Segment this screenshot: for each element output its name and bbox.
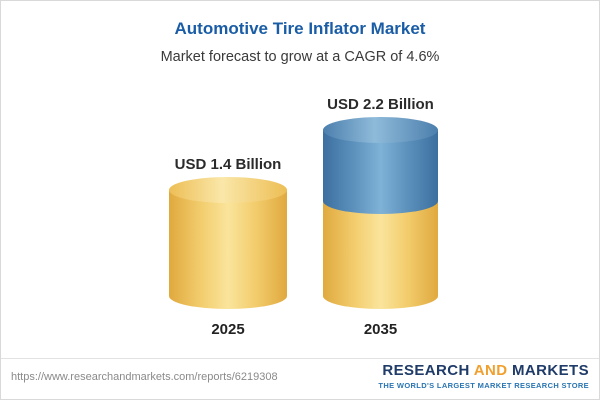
chart-subtitle: Market forecast to grow at a CAGR of 4.6… <box>160 49 440 65</box>
footer-divider <box>1 358 599 359</box>
bar-2025 <box>169 177 287 309</box>
logo-word-markets: MARKETS <box>512 362 589 379</box>
logo-wordmark: RESEARCH AND MARKETS <box>378 362 589 380</box>
report-url: https://www.researchandmarkets.com/repor… <box>11 371 278 383</box>
axis-label-2025: 2025 <box>211 321 245 338</box>
bar-2035 <box>323 117 438 309</box>
axis-label-2035: 2035 <box>363 321 398 338</box>
bar-2025-top-face <box>169 177 287 203</box>
logo-word-research: RESEARCH <box>382 362 470 379</box>
bar-2035-growth-body <box>323 130 438 214</box>
bar-2035-top-face <box>323 117 438 143</box>
bar-2035-growth-segment <box>323 117 438 214</box>
logo-word-and: AND <box>473 362 508 379</box>
research-and-markets-logo: RESEARCH AND MARKETS THE WORLD'S LARGEST… <box>378 362 589 390</box>
bar-value-label-2035: USD 2.2 Billion <box>327 96 434 113</box>
chart-title: Automotive Tire Inflator Market <box>174 19 426 38</box>
bar-2025-body <box>169 190 287 309</box>
logo-tagline: THE WORLD'S LARGEST MARKET RESEARCH STOR… <box>378 380 589 390</box>
bar-value-label-2025: USD 1.4 Billion <box>174 156 282 173</box>
